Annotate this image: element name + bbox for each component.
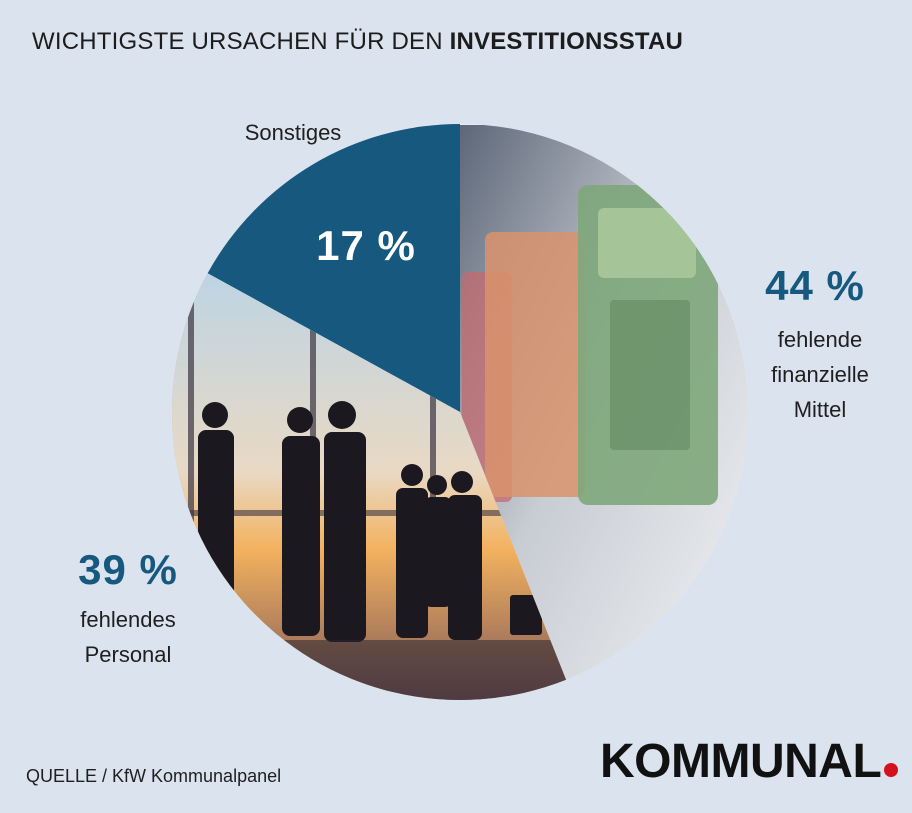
slice-label-finanzielle: fehlende finanzielle Mittel	[771, 327, 869, 422]
logo-dot-icon	[884, 763, 899, 777]
source-note: QUELLE / KfW Kommunalpanel	[26, 766, 282, 786]
slice-value-sonstiges: 17 %	[316, 222, 416, 269]
slice-value-personal: 39 %	[78, 546, 178, 593]
chart-title: WICHTIGSTE URSACHEN FÜR DEN INVESTITIONS…	[32, 28, 684, 55]
pie-slice-2	[207, 124, 460, 412]
slice-label-personal: fehlendes Personal	[80, 607, 176, 667]
slice-label-sonstiges: Sonstiges	[244, 120, 342, 145]
kommunal-logo: KOMMUNAL	[600, 734, 899, 789]
slice-value-finanzielle: 44 %	[765, 262, 865, 309]
